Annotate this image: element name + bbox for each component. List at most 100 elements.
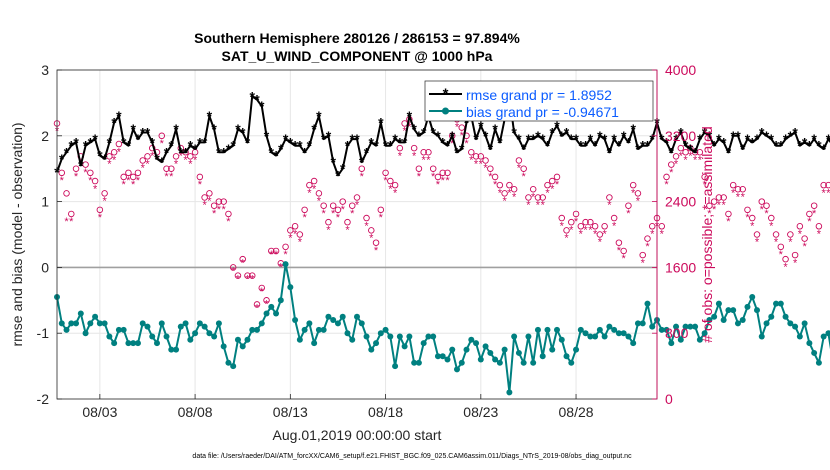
obs-possible-marker — [477, 153, 485, 160]
obs-assimilated-marker: * — [407, 122, 412, 134]
rmse-marker: * — [764, 128, 770, 144]
bias-marker — [763, 320, 770, 327]
obs-possible-marker — [187, 153, 194, 160]
rmse-marker: * — [726, 144, 732, 160]
obs-assimilated-marker: * — [383, 175, 388, 187]
bias-marker — [154, 340, 160, 347]
rmse-marker: * — [630, 121, 636, 137]
rmse-marker: * — [783, 131, 789, 147]
rmse-marker: * — [92, 131, 98, 147]
rmse-marker: * — [297, 138, 303, 154]
obs-assimilated-marker: * — [788, 237, 793, 249]
rmse-marker: * — [750, 134, 756, 150]
bias-marker — [754, 307, 760, 314]
obs-assimilated-marker: * — [398, 150, 403, 162]
bias-marker — [454, 366, 460, 373]
rmse-marker: * — [397, 134, 403, 150]
obs-possible-marker — [96, 206, 104, 214]
obs-assimilated-marker: * — [650, 229, 655, 241]
obs-possible-marker — [520, 165, 527, 172]
rmse-marker: * — [359, 154, 365, 170]
rmse-marker: * — [150, 134, 156, 150]
bias-marker — [201, 323, 208, 330]
obs-assimilated-marker: * — [279, 261, 284, 273]
rmse-marker: * — [354, 131, 360, 147]
obs-assimilated-marker: * — [817, 229, 822, 241]
rmse-marker: * — [383, 138, 389, 154]
obs-possible-marker — [63, 190, 70, 197]
obs-assimilated-marker: * — [636, 196, 641, 208]
obs-assimilated-marker: * — [322, 208, 327, 220]
obs-assimilated-marker: * — [736, 191, 741, 203]
rmse-marker: * — [159, 154, 165, 170]
bias-marker — [115, 326, 122, 333]
obs-assimilated-marker: * — [779, 249, 784, 261]
rmse-marker: * — [435, 128, 441, 144]
rmse-marker: * — [664, 134, 670, 150]
rmse-marker: * — [278, 141, 284, 157]
legend-rmse-marker: * — [443, 86, 449, 103]
obs-possible-marker — [377, 206, 385, 214]
rmse-marker: * — [211, 121, 217, 137]
obs-assimilated-marker: * — [812, 208, 817, 220]
rmse-marker: * — [483, 128, 489, 144]
obs-assimilated-marker: * — [526, 200, 531, 212]
obs-possible-marker — [372, 239, 380, 246]
obs-possible-marker — [825, 181, 830, 189]
obs-assimilated-marker: * — [445, 175, 450, 187]
obs-assimilated-marker: * — [64, 216, 69, 228]
rmse-marker: * — [650, 131, 656, 147]
rmse-marker: * — [264, 128, 270, 144]
rmse-marker: * — [307, 138, 313, 154]
obs-possible-marker — [391, 181, 399, 189]
axes: 08/03 08/08 08/13 08/18 08/23 08/28 -2 -1 0 1 2 3 0 8… — [37, 62, 697, 420]
obs-assimilated-marker: * — [412, 150, 417, 162]
rmse-marker: * — [759, 125, 765, 141]
rmse-marker: * — [169, 138, 175, 154]
obs-possible-marker — [782, 255, 789, 263]
obs-assimilated-marker: * — [645, 241, 650, 253]
obs-possible-marker — [129, 173, 137, 181]
obs-assimilated-marker: * — [93, 183, 98, 195]
obs-possible-marker — [115, 140, 123, 148]
rmse-marker: * — [735, 128, 741, 144]
bias-marker — [339, 313, 346, 320]
obs-assimilated-marker: * — [507, 187, 512, 199]
obs-possible-marker — [810, 202, 818, 209]
obs-possible-marker — [110, 148, 118, 156]
obs-possible-marker — [248, 272, 256, 279]
bias-marker — [149, 333, 156, 340]
obs-possible-marker — [625, 202, 632, 209]
bias-marker — [430, 333, 437, 340]
obs-assimilated-marker: * — [379, 212, 384, 224]
bias-marker — [368, 346, 375, 353]
rmse-marker: * — [369, 134, 375, 150]
rmse-marker: * — [411, 121, 417, 137]
bias-marker — [268, 303, 275, 310]
obs-possible-marker — [163, 165, 170, 172]
obs-possible-marker — [410, 144, 418, 152]
rmse-marker: * — [88, 134, 94, 150]
rmse-marker: * — [373, 138, 379, 154]
bias-marker — [677, 336, 684, 343]
obs-assimilated-marker: * — [483, 163, 488, 175]
obs-possible-marker — [429, 165, 437, 172]
obs-assimilated-marker: * — [545, 187, 550, 199]
obs-possible-marker — [796, 223, 804, 230]
bias-marker — [306, 320, 313, 327]
obs-possible-marker — [529, 186, 537, 193]
bias-marker — [615, 330, 622, 337]
rmse-marker: * — [569, 131, 575, 147]
bias-marker — [739, 317, 746, 324]
rmse-marker: * — [250, 88, 256, 104]
rmse-marker: * — [697, 131, 703, 147]
obs-assimilated-marker: * — [498, 187, 503, 199]
bias-marker — [563, 353, 570, 360]
obs-assimilated-marker: * — [583, 224, 588, 236]
obs-assimilated-marker: * — [702, 179, 707, 191]
obs-assimilated-marker: * — [336, 212, 341, 224]
obs-assimilated-marker: * — [231, 266, 236, 278]
obs-possible-marker — [525, 194, 532, 201]
bias-marker — [73, 320, 80, 327]
obs-possible-marker — [144, 153, 151, 160]
